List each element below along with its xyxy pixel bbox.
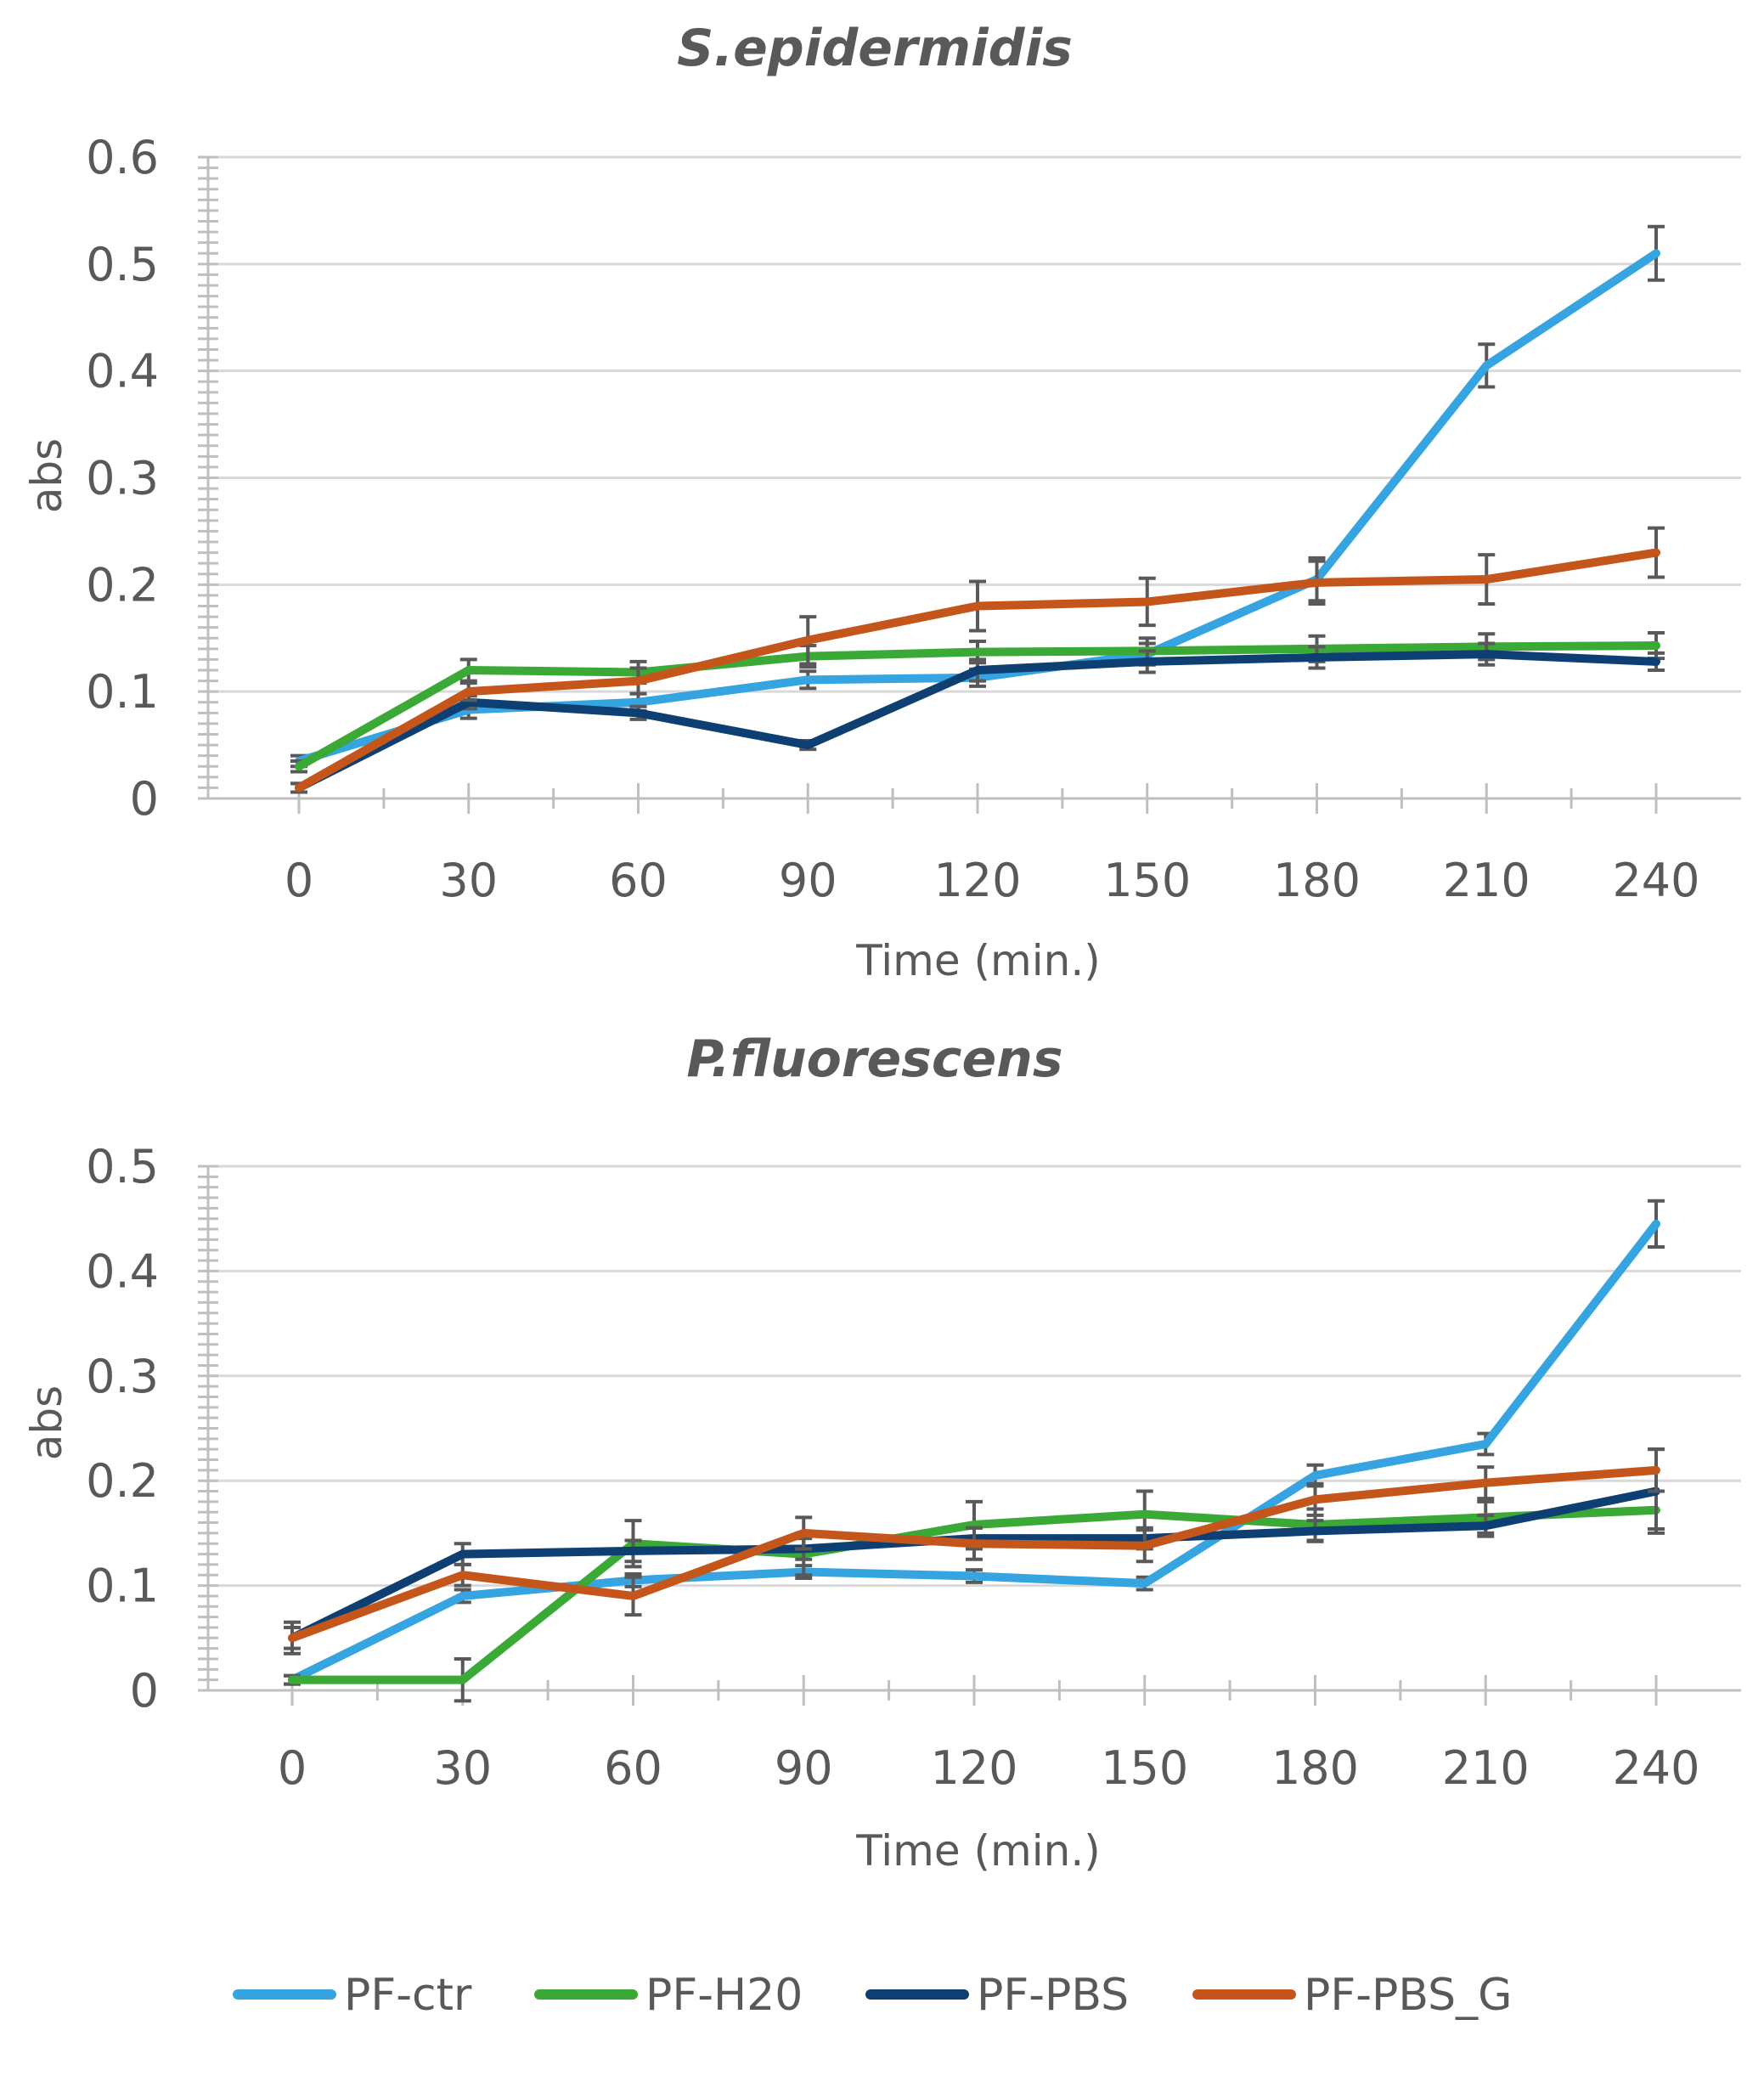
legend-item-pf-pbs: PF-PBS (865, 1970, 1129, 2021)
y-tick-label: 0.1 (86, 1560, 159, 1613)
x-tick-label: 0 (285, 854, 313, 907)
y-tick-label: 0.3 (86, 452, 159, 505)
legend-label: PF-H20 (645, 1970, 803, 2021)
series-pf-pbs-g (284, 1447, 1665, 1650)
legend-label: PF-PBS_G (1304, 1970, 1512, 2021)
x-tick-label: 60 (609, 854, 668, 907)
chart-title: S.epidermidis (677, 19, 1073, 78)
y-tick-label: 0.6 (86, 131, 159, 184)
series-line-pf-h20 (295, 641, 1660, 771)
series-line-pf-pbs-g (295, 548, 1660, 793)
x-tick-label: 120 (933, 854, 1021, 907)
x-tick-label: 210 (1442, 1741, 1530, 1795)
y-axis-label: abs (22, 1385, 71, 1460)
series-line-pf-pbs-g (288, 1465, 1660, 1643)
y-tick-label: 0.4 (86, 345, 159, 398)
legend-label: PF-PBS (977, 1970, 1129, 2021)
x-tick-label: 240 (1612, 1741, 1699, 1795)
series-line-pf-h20 (288, 1505, 1660, 1684)
x-tick-label: 210 (1443, 854, 1530, 907)
x-tick-label: 150 (1101, 1741, 1188, 1795)
x-tick-label: 150 (1103, 854, 1191, 907)
chart-s-epidermidis: S.epidermidis abs Time (min.) 0 0.1 0.2 0.3… (22, 19, 1741, 985)
x-axis-label: Time (min.) (855, 936, 1100, 985)
series-pf-pbs (290, 641, 1665, 794)
legend: PF-ctr PF-H20 PF-PBS PF-PBS_G (233, 1970, 1512, 2021)
chart-p-fluorescens: P.fluorescens abs Time (min.) 0 0.1 0.2 0.3… (22, 1030, 1741, 1876)
legend-label: PF-ctr (344, 1970, 472, 2021)
x-tick-label: 30 (439, 854, 498, 907)
y-tick-label: 0.2 (86, 1454, 159, 1508)
x-tick-label: 0 (278, 1741, 307, 1795)
series-pf-pbs-g (290, 526, 1665, 794)
series-pf-ctr (284, 1199, 1665, 1686)
series-line-pf-pbs (295, 650, 1660, 793)
x-tick-label: 90 (775, 1741, 833, 1795)
legend-item-pf-h20: PF-H20 (534, 1970, 803, 2021)
y-tick-label: 0.1 (86, 665, 159, 719)
y-tick-label: 0.5 (86, 238, 159, 291)
series-line-pf-ctr (288, 1219, 1660, 1684)
y-tick-label: 0.3 (86, 1350, 159, 1403)
x-axis-label: Time (min.) (855, 1826, 1100, 1876)
y-axis-label: abs (22, 438, 71, 513)
series-pf-ctr (290, 224, 1665, 769)
x-tick-label: 60 (604, 1741, 662, 1795)
y-tick-label: 0 (130, 1664, 159, 1718)
y-tick-label: 0.2 (86, 558, 159, 612)
legend-item-pf-ctr: PF-ctr (233, 1970, 472, 2021)
legend-item-pf-pbs-g: PF-PBS_G (1192, 1970, 1512, 2021)
x-tick-label: 120 (930, 1741, 1017, 1795)
y-tick-label: 0 (130, 772, 159, 826)
x-tick-label: 240 (1612, 854, 1699, 907)
x-tick-label: 30 (433, 1741, 492, 1795)
x-tick-label: 180 (1273, 854, 1361, 907)
y-tick-label: 0.4 (86, 1244, 159, 1298)
x-tick-label: 90 (779, 854, 837, 907)
chart-title: P.fluorescens (686, 1030, 1062, 1089)
y-tick-label: 0.5 (86, 1140, 159, 1193)
x-tick-label: 180 (1271, 1741, 1359, 1795)
